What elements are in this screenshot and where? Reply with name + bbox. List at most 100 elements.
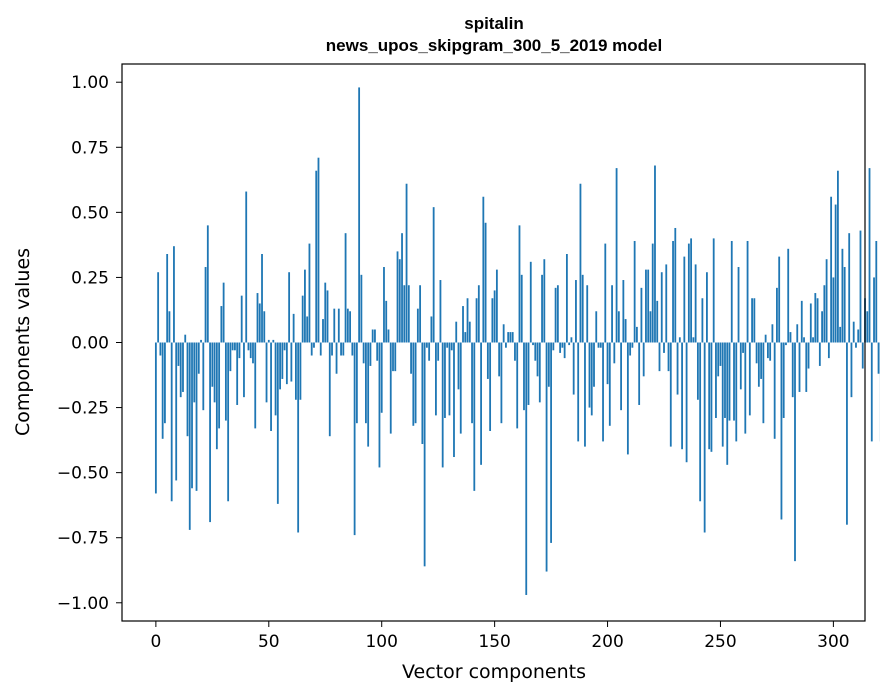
bar <box>672 240 674 343</box>
bar <box>514 342 516 361</box>
bar <box>362 342 365 364</box>
bar <box>520 274 523 343</box>
bar <box>588 342 591 408</box>
bar <box>532 342 534 346</box>
bar <box>875 240 878 343</box>
bar <box>805 342 808 392</box>
bar <box>803 337 805 343</box>
bar <box>495 269 498 343</box>
bar <box>818 342 821 366</box>
bar <box>769 342 772 361</box>
bar <box>559 342 562 353</box>
bar <box>685 342 688 463</box>
bar <box>285 342 288 385</box>
bar <box>861 342 864 369</box>
bar <box>755 342 758 364</box>
bar <box>839 326 842 343</box>
bar <box>464 332 467 343</box>
bar <box>624 319 627 343</box>
bar <box>421 342 424 445</box>
bar <box>852 321 855 343</box>
bar <box>789 332 792 343</box>
bar <box>800 300 803 343</box>
bar <box>721 342 724 447</box>
bar <box>480 342 482 465</box>
bar <box>744 342 747 434</box>
bar <box>157 272 160 343</box>
bar <box>173 246 175 343</box>
bar <box>834 204 837 343</box>
bar <box>538 342 541 403</box>
bar <box>748 342 751 416</box>
bar <box>328 342 331 437</box>
bar <box>446 342 449 348</box>
bar <box>184 334 187 343</box>
bar <box>376 342 379 361</box>
bar <box>209 342 211 523</box>
y-tick-label: 0.50 <box>71 203 109 223</box>
bar <box>780 342 783 520</box>
bar <box>841 248 844 343</box>
bar <box>753 298 756 343</box>
bar <box>231 342 234 351</box>
bar <box>737 267 740 343</box>
bar <box>385 300 388 343</box>
bar <box>466 298 469 343</box>
bar <box>457 342 460 390</box>
bar <box>333 308 336 343</box>
bar <box>683 256 686 343</box>
bar <box>825 259 828 343</box>
bar <box>304 269 306 343</box>
bar <box>563 342 566 359</box>
bar <box>247 342 250 351</box>
bar <box>629 342 632 356</box>
bar <box>170 342 173 502</box>
x-axis-ticks: 0 50 100 150 200 250 300 <box>150 621 850 652</box>
bar <box>249 342 252 359</box>
bar <box>798 342 801 392</box>
bar <box>760 342 763 379</box>
bar <box>575 280 577 343</box>
bar <box>837 170 839 343</box>
chart-subtitle: news_upos_skipgram_300_5_2019 model <box>326 36 662 55</box>
bar <box>692 337 695 343</box>
bar <box>256 293 259 343</box>
bar <box>301 295 304 343</box>
bar <box>556 285 559 343</box>
bar <box>870 342 873 442</box>
bar <box>706 272 708 343</box>
bar <box>552 342 555 351</box>
bar <box>468 321 471 343</box>
bar <box>396 251 399 343</box>
bar <box>739 342 742 390</box>
bar <box>337 308 340 343</box>
x-axis-label: Vector components <box>402 661 586 683</box>
bar <box>699 342 702 502</box>
y-tick-label: −1.00 <box>57 594 109 614</box>
bar <box>498 342 501 377</box>
bar <box>654 165 656 343</box>
bar <box>294 342 297 400</box>
bar <box>482 196 485 343</box>
bar <box>459 342 462 434</box>
bar <box>240 295 243 343</box>
bar <box>322 319 324 343</box>
x-tick-label: 150 <box>478 632 510 652</box>
bar <box>649 311 652 343</box>
bar <box>450 342 453 351</box>
bar <box>394 342 397 372</box>
y-axis-ticks: 1.00 0.75 0.50 0.25 0.00 −0.25 −0.50 −0.75 −1.00 <box>57 73 122 614</box>
bar <box>708 342 711 450</box>
bar <box>620 342 622 411</box>
y-axis-label: Components values <box>12 248 34 436</box>
bar <box>812 337 814 343</box>
bar <box>814 293 817 343</box>
bar <box>778 256 781 343</box>
bar <box>272 339 275 343</box>
bar <box>265 342 268 403</box>
x-tick-label: 100 <box>365 632 397 652</box>
bar <box>367 342 370 447</box>
bar <box>602 342 604 442</box>
bar <box>751 298 753 343</box>
bar <box>342 342 345 356</box>
